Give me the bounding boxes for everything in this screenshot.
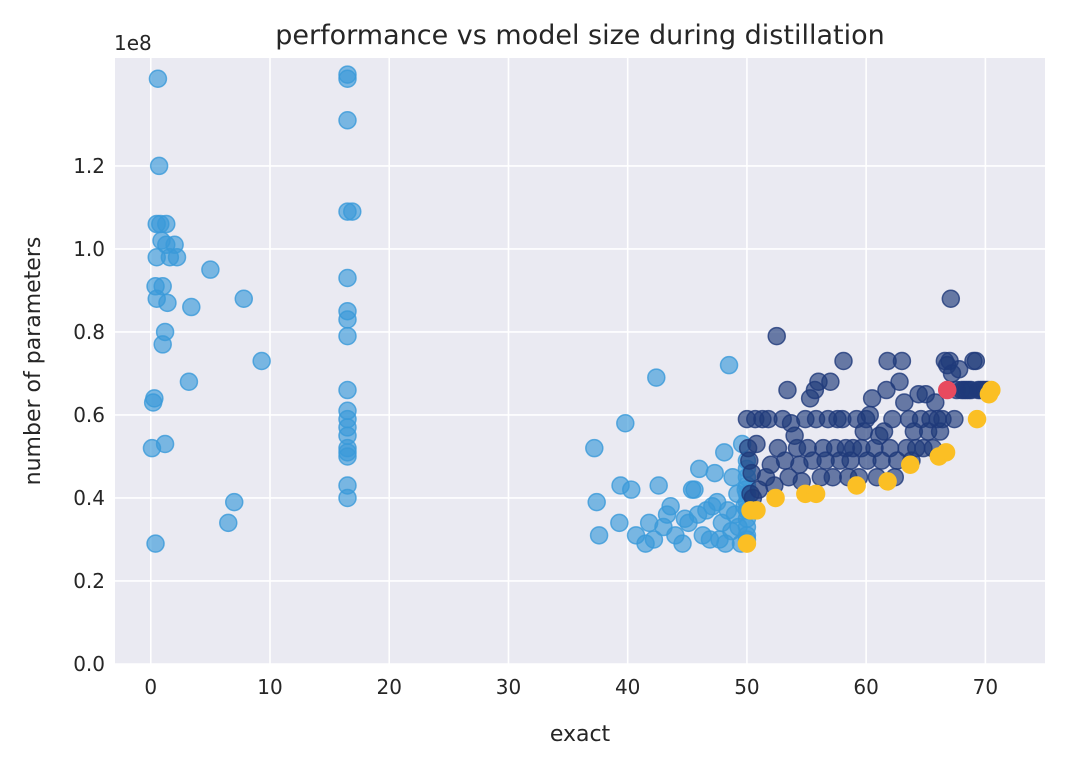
data-point bbox=[895, 393, 914, 412]
data-point bbox=[673, 534, 692, 553]
data-point bbox=[937, 380, 957, 400]
x-tick-label: 60 bbox=[853, 675, 878, 699]
data-point bbox=[158, 293, 177, 313]
y-offset-label: 1e8 bbox=[114, 31, 152, 55]
data-point bbox=[883, 409, 902, 429]
data-point bbox=[823, 467, 843, 487]
data-point bbox=[747, 501, 766, 520]
y-tick-label: 1.0 bbox=[73, 237, 105, 261]
x-tick-labels: 0 10 20 30 40 50 60 70 bbox=[144, 675, 998, 699]
data-point bbox=[219, 513, 238, 533]
data-point bbox=[622, 480, 641, 499]
x-axis-label: exact bbox=[550, 722, 611, 747]
data-point bbox=[644, 530, 664, 549]
data-point bbox=[252, 351, 271, 371]
data-point bbox=[821, 372, 840, 392]
data-point bbox=[587, 492, 606, 512]
data-point bbox=[338, 268, 357, 288]
grid-lines bbox=[115, 58, 1045, 665]
data-point bbox=[182, 297, 201, 317]
x-tick-label: 50 bbox=[734, 675, 759, 699]
data-point bbox=[167, 247, 187, 267]
data-point bbox=[224, 492, 244, 512]
data-point bbox=[338, 380, 357, 400]
data-point bbox=[847, 476, 866, 495]
data-point bbox=[766, 488, 785, 508]
data-point bbox=[338, 301, 357, 321]
data-point bbox=[585, 438, 604, 458]
x-tick-label: 0 bbox=[144, 675, 157, 699]
data-point bbox=[338, 476, 357, 495]
data-point bbox=[860, 405, 879, 425]
data-point bbox=[806, 484, 826, 504]
data-point bbox=[201, 260, 220, 279]
x-tick-label: 40 bbox=[615, 675, 640, 699]
data-point bbox=[179, 372, 199, 392]
data-point bbox=[146, 534, 165, 553]
y-tick-label: 0.8 bbox=[73, 320, 105, 344]
data-point bbox=[661, 497, 680, 516]
data-points bbox=[142, 65, 1001, 553]
data-point bbox=[892, 351, 912, 371]
data-point bbox=[589, 526, 609, 545]
data-point bbox=[949, 360, 969, 379]
data-point bbox=[878, 472, 897, 491]
x-tick-label: 20 bbox=[377, 675, 402, 699]
data-point bbox=[705, 463, 724, 483]
data-point bbox=[689, 459, 709, 479]
data-point bbox=[145, 389, 164, 408]
data-point bbox=[936, 443, 956, 462]
y-axis-label: number of parameters bbox=[21, 237, 46, 486]
data-point bbox=[747, 434, 766, 454]
y-tick-label: 0.4 bbox=[73, 486, 105, 510]
data-point bbox=[343, 202, 362, 221]
data-point bbox=[901, 455, 920, 475]
data-point bbox=[153, 277, 172, 296]
data-point bbox=[966, 351, 986, 371]
data-point bbox=[967, 409, 987, 429]
data-point bbox=[767, 326, 786, 346]
data-point bbox=[616, 414, 635, 433]
data-point bbox=[649, 476, 668, 495]
y-tick-label: 0.6 bbox=[73, 403, 105, 427]
data-point bbox=[610, 513, 629, 533]
data-point bbox=[148, 69, 168, 89]
data-point bbox=[149, 156, 169, 176]
data-point bbox=[338, 401, 357, 421]
data-point bbox=[685, 480, 704, 499]
data-point bbox=[155, 322, 175, 342]
x-tick-label: 10 bbox=[257, 675, 282, 699]
data-point bbox=[155, 434, 175, 454]
data-point bbox=[945, 409, 964, 429]
y-tick-label: 0.0 bbox=[73, 652, 105, 676]
data-point bbox=[877, 380, 896, 400]
data-point bbox=[982, 380, 1001, 400]
data-point bbox=[647, 368, 666, 387]
data-point bbox=[719, 355, 739, 375]
data-point bbox=[890, 372, 909, 392]
data-point bbox=[737, 534, 757, 553]
x-tick-label: 70 bbox=[973, 675, 998, 699]
data-point bbox=[715, 443, 734, 462]
data-point bbox=[234, 289, 254, 308]
data-point bbox=[157, 214, 176, 234]
data-point bbox=[338, 65, 357, 84]
y-tick-label: 0.2 bbox=[73, 569, 105, 593]
x-tick-label: 30 bbox=[496, 675, 521, 699]
data-point bbox=[862, 389, 882, 408]
data-point bbox=[941, 289, 961, 308]
y-tick-label: 1.2 bbox=[73, 154, 105, 178]
data-point bbox=[834, 351, 853, 371]
y-tick-labels: 0.0 0.2 0.4 0.6 0.8 1.0 1.2 bbox=[73, 154, 105, 676]
data-point bbox=[338, 111, 357, 130]
data-point bbox=[338, 326, 357, 346]
data-point bbox=[778, 380, 797, 400]
chart-title: performance vs model size during distill… bbox=[275, 20, 884, 51]
